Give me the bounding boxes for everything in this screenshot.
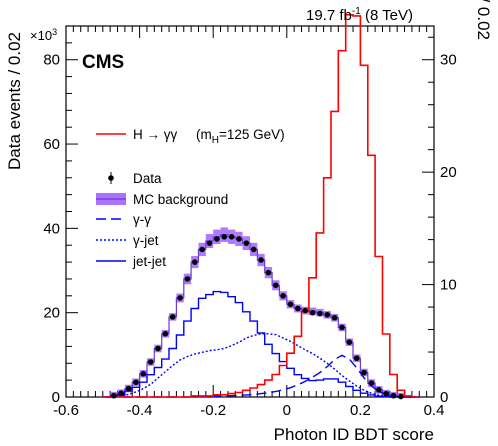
data-point [309,309,316,316]
y-exponent-label: ×103 [30,27,57,43]
data-point [258,257,264,263]
y-right-tick-label: 0 [440,389,448,406]
y-right-tick-label: 10 [440,277,457,294]
x-tick-label: -0.2 [200,402,226,419]
higgs-signal-line [102,14,420,398]
y-left-tick-label: 0 [52,389,60,406]
legend-gamma-gamma-label: γ-γ [133,212,151,227]
y-right-tick-label: 20 [440,164,457,181]
y-left-tick-label: 40 [43,220,60,237]
data-point [155,345,161,352]
data-point [184,276,191,282]
data-point [243,240,250,246]
legend: H → γγ (mH=125 GeV) Data MC background γ-γ γ-… [96,127,285,269]
x-tick-label: -0.4 [127,402,153,419]
y-left-tick-label: 60 [43,136,60,153]
plot-frame [65,25,435,398]
data-point [147,359,154,365]
data-point [390,392,397,399]
data-point [361,369,367,376]
legend-signal-note-prefix: (m [196,127,212,142]
data-point [162,330,169,337]
data-point [169,314,176,320]
plot-frame-group [65,25,435,398]
legend-gamma-jet-label: γ-jet [133,233,159,248]
data-point [324,311,331,318]
data-point [221,233,228,240]
y-axis-title-left: Data events / 0.02 [5,32,24,170]
y-axis-title-right: H → γγ events / 0.02 [474,0,493,40]
luminosity-label: 19.7 fb-1 (8 TeV) [306,6,413,24]
data-point [331,314,338,321]
x-axis-title: Photon ID BDT score [274,425,434,444]
data-point [133,379,139,386]
series-layer [102,14,420,400]
data-point [206,240,213,246]
data-point [287,301,294,308]
x-tick-label: -0.6 [53,402,79,419]
data-point [302,307,309,314]
data-point [346,339,353,345]
luminosity-suffix: (8 TeV) [361,7,413,24]
legend-jet-jet-label: jet-jet [132,254,166,269]
data-point [353,355,360,362]
data-point [140,371,147,377]
y-exponent-power: 3 [52,27,57,37]
data-point [339,324,345,331]
data-point [118,390,124,397]
legend-data-label: Data [133,171,162,186]
x-tick-label: 0.4 [424,402,445,419]
x-tick-label: 0 [283,402,291,419]
data-point [280,293,286,299]
y-exponent-base: ×10 [30,28,52,43]
data-point [199,246,205,253]
axis-ticks [65,25,435,398]
legend-signal-note-sub: H [212,135,219,146]
data-point [214,236,220,242]
data-point [177,295,183,301]
y-left-tick-label: 80 [43,52,60,69]
data-point [295,305,301,312]
data-point [125,385,132,392]
data-point [265,269,272,276]
jet-jet-line [102,290,420,398]
luminosity-superscript: -1 [352,6,361,17]
legend-signal-note: (mH=125 GeV) [196,127,285,146]
data-point [317,310,323,317]
data-point [192,259,198,265]
data-point [376,387,382,393]
data-point [111,392,117,399]
data-point [250,246,257,253]
x-tick-label: 0.2 [350,402,371,419]
legend-signal-label: H → γγ [133,127,178,142]
data-point [236,236,242,242]
data-point [398,393,404,400]
y-left-tick-label: 20 [43,305,60,322]
legend-signal-note-suffix: =125 GeV) [219,127,285,142]
data-point [368,380,375,386]
legend-mc-label: MC background [133,192,228,207]
y-right-tick-label: 30 [440,52,457,69]
gamma-jet-line [106,333,416,398]
data-point [383,390,389,397]
cms-label: CMS [82,52,124,73]
data-point [228,233,235,240]
data-point [272,282,279,289]
luminosity-prefix: 19.7 fb [306,7,352,24]
